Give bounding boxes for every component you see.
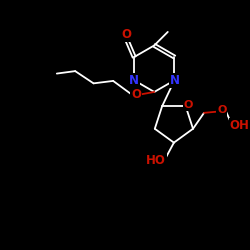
Text: O: O xyxy=(184,100,193,110)
Text: HO: HO xyxy=(146,154,166,167)
Text: OH: OH xyxy=(230,118,250,132)
Text: O: O xyxy=(122,28,132,42)
Text: N: N xyxy=(170,74,179,87)
Text: O: O xyxy=(131,88,141,101)
Text: O: O xyxy=(217,106,226,116)
Text: N: N xyxy=(129,74,139,87)
